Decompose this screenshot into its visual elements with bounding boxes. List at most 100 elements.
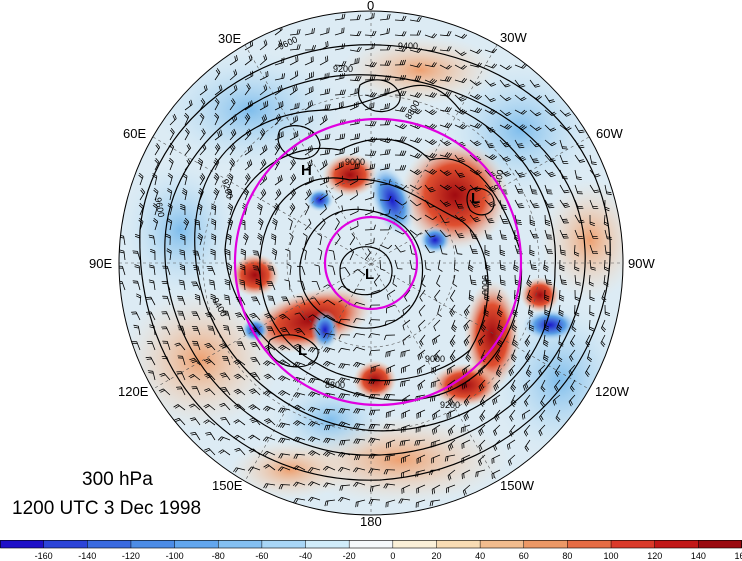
wind-barb: [184, 128, 190, 141]
wind-barb: [574, 124, 585, 134]
wind-barb: [204, 388, 216, 396]
colorbar-tick-label: -100: [166, 551, 184, 561]
wind-barb: [169, 142, 175, 156]
wind-barb: [574, 184, 583, 195]
colorbar-cell: [698, 540, 742, 548]
wind-barb: [293, 404, 306, 411]
wind-barb: [252, 265, 261, 276]
wind-barb: [439, 64, 452, 70]
wind-barb: [544, 169, 556, 178]
wind-barb: [544, 139, 557, 147]
colorbar-tick-label: 0: [390, 551, 395, 561]
wind-barb: [424, 62, 437, 68]
wind-barb: [252, 250, 261, 261]
wind-barb: [409, 229, 422, 236]
wind-barb: [234, 447, 246, 456]
wind-barb: [162, 265, 171, 276]
wind-barb: [574, 154, 586, 163]
wind-barb: [469, 93, 482, 100]
wind-barb: [484, 229, 493, 240]
wind-barb: [274, 143, 281, 156]
wind-barb: [589, 289, 595, 302]
wind-barb: [210, 293, 216, 306]
wind-barb: [239, 263, 246, 276]
pressure-systems: H L L L: [298, 162, 480, 359]
wind-barb: [277, 466, 291, 472]
wind-barb: [513, 259, 519, 272]
wind-barb: [538, 364, 546, 377]
wind-barb: [219, 372, 231, 381]
wind-barb: [319, 40, 329, 51]
wind-barb: [259, 84, 268, 96]
wind-barb: [180, 203, 186, 216]
wind-barb: [259, 158, 267, 171]
wind-barb: [439, 30, 452, 37]
wind-barb: [338, 347, 351, 353]
wind-barb: [394, 123, 408, 130]
wind-barb: [394, 165, 407, 171]
wind-barb: [227, 202, 234, 216]
wind-barb: [589, 244, 599, 254]
wind-barb: [478, 334, 486, 346]
wind-barb: [192, 265, 201, 276]
wind-barb: [368, 468, 381, 474]
wind-barb: [495, 364, 502, 378]
wind-barb: [479, 394, 486, 407]
wind-barb: [424, 46, 437, 52]
wind-barb: [469, 244, 479, 254]
wind-barb: [289, 232, 294, 246]
wind-barb: [292, 436, 306, 443]
wind-barb: [229, 128, 237, 141]
longitude-label-60e: 60E: [123, 126, 147, 141]
wind-barb: [259, 39, 268, 51]
wind-barb: [274, 131, 284, 141]
wind-barb: [478, 424, 486, 437]
wind-barb: [589, 154, 597, 165]
wind-barb: [379, 195, 392, 201]
wind-barb: [244, 144, 253, 156]
wind-barb: [338, 408, 351, 414]
wind-barb: [218, 343, 231, 351]
wind-barb: [511, 319, 518, 333]
wind-barb: [414, 439, 426, 446]
wind-barb: [369, 349, 381, 356]
wind-barb: [394, 59, 406, 66]
wind-barb: [256, 203, 263, 216]
wind-barb: [587, 349, 593, 363]
wind-barb: [480, 319, 487, 332]
wind-barb: [568, 394, 576, 407]
wind-barb: [286, 263, 292, 276]
wind-barb: [154, 143, 161, 156]
wind-barb: [384, 454, 396, 462]
wind-barb: [352, 391, 366, 398]
wind-barb: [454, 184, 467, 192]
wind-barb: [304, 115, 314, 126]
wind-barb: [454, 169, 465, 178]
wind-barb: [416, 484, 426, 494]
wind-barb: [462, 364, 471, 375]
wind-barb: [263, 373, 276, 381]
wind-barb: [369, 409, 381, 416]
colorbar-cell: [436, 540, 481, 548]
wind-barb: [475, 469, 486, 478]
wind-barb: [263, 390, 276, 397]
wind-barb: [324, 499, 336, 507]
wind-barb: [235, 296, 246, 306]
wind-barb: [510, 379, 517, 392]
wind-barb: [392, 274, 398, 287]
wind-barb: [229, 114, 238, 126]
wind-barb: [274, 100, 284, 111]
wind-barb: [257, 232, 263, 246]
wind-barb: [439, 152, 453, 158]
wind-barb: [514, 154, 527, 162]
wind-barb: [364, 102, 375, 111]
wind-barb: [499, 123, 512, 130]
wind-barb: [514, 229, 520, 242]
wind-barb: [559, 199, 570, 208]
wind-barb: [484, 48, 498, 54]
wind-barb: [240, 248, 246, 261]
wind-barb: [229, 69, 238, 81]
colorbar-tick-label: 160: [734, 551, 742, 561]
wind-barb: [278, 375, 291, 382]
wind-barb: [544, 289, 550, 302]
